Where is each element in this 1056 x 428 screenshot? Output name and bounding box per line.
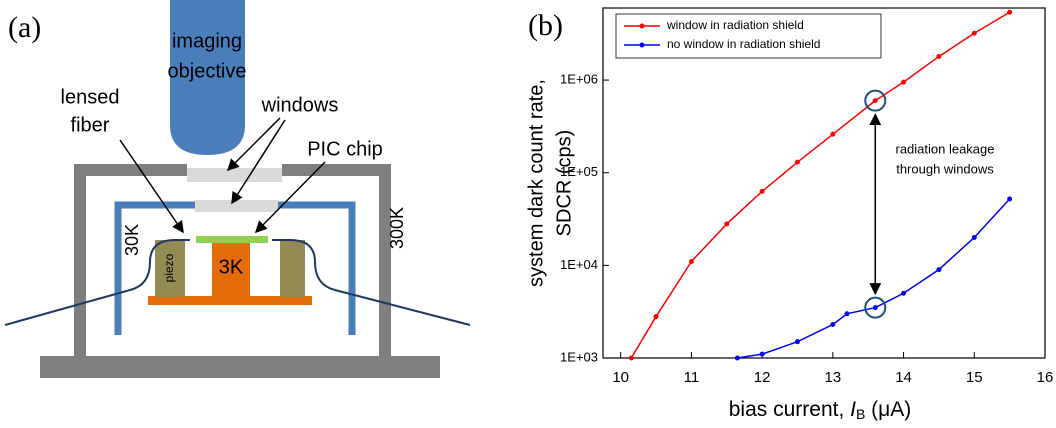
data-point [901,80,906,85]
legend-label: no window in radiation shield [667,37,820,51]
data-point [724,221,729,226]
x-axis-label-part: bias current, [729,398,850,421]
figure: (a) imaging objective piezo 3K 30K 300K … [0,0,1056,428]
x-tick-label: 10 [612,369,629,386]
legend-marker [640,43,645,48]
data-point [654,314,659,319]
data-point [972,31,977,36]
legend-marker [640,24,645,29]
stage-label: 3K [219,256,244,278]
data-point [795,339,800,344]
data-point [735,356,740,361]
data-point [901,291,906,296]
objective-label: objective [168,60,247,82]
piezo [280,240,305,297]
y-tick-label: 1E+03 [560,349,598,364]
y-axis-label: SDCR (cps) [553,130,575,237]
fiber-label: lensed [61,86,120,108]
y-axis-label: system dark count rate, [525,79,547,287]
x-axis-label-part: (μA) [865,398,911,421]
data-point [1007,197,1012,202]
data-point [830,132,835,137]
series-line [631,12,1009,358]
x-axis-label: bias current, IB (μA) [729,398,912,422]
x-axis-label-part: B [856,406,865,422]
data-point [760,352,765,357]
data-point [873,305,878,310]
x-tick-label: 15 [966,369,983,386]
data-point [795,160,800,165]
x-tick-label: 16 [1037,369,1054,386]
data-point [689,259,694,264]
chip-label: PIC chip [307,138,383,160]
data-point [844,311,849,316]
data-point [936,54,941,59]
shield-label: 30K [122,224,142,256]
data-point [972,235,977,240]
x-tick-label: 11 [684,369,700,386]
objective-label: imaging [172,30,242,52]
x-tick-label: 14 [895,369,912,386]
stage-base [148,296,312,305]
x-tick-label: 13 [824,369,841,386]
panel-label: (b) [528,9,563,42]
fiber-label: fiber [71,114,110,136]
data-point [629,356,634,361]
windows-label: windows [261,94,339,116]
outer-label: 300K [387,207,407,249]
top-window [187,168,282,182]
data-point [936,267,941,272]
panel-label: (a) [8,11,41,44]
series-line [737,199,1009,358]
plot-frame [603,8,1045,358]
pic-chip [196,236,268,243]
piezo-label: piezo [162,253,176,282]
base-plate [40,356,440,378]
annotation: radiation leakage [895,141,994,156]
annotation: through windows [896,161,994,176]
y-tick-label: 1E+06 [560,72,598,87]
data-point [873,98,878,103]
data-point [830,322,835,327]
shield-window [195,200,278,212]
legend-label: window in radiation shield [666,18,804,32]
diagram: (a) imaging objective piezo 3K 30K 300K … [5,0,470,378]
y-tick-label: 1E+04 [560,257,598,272]
data-point [1007,10,1012,15]
x-tick-label: 12 [754,369,771,386]
data-point [760,189,765,194]
